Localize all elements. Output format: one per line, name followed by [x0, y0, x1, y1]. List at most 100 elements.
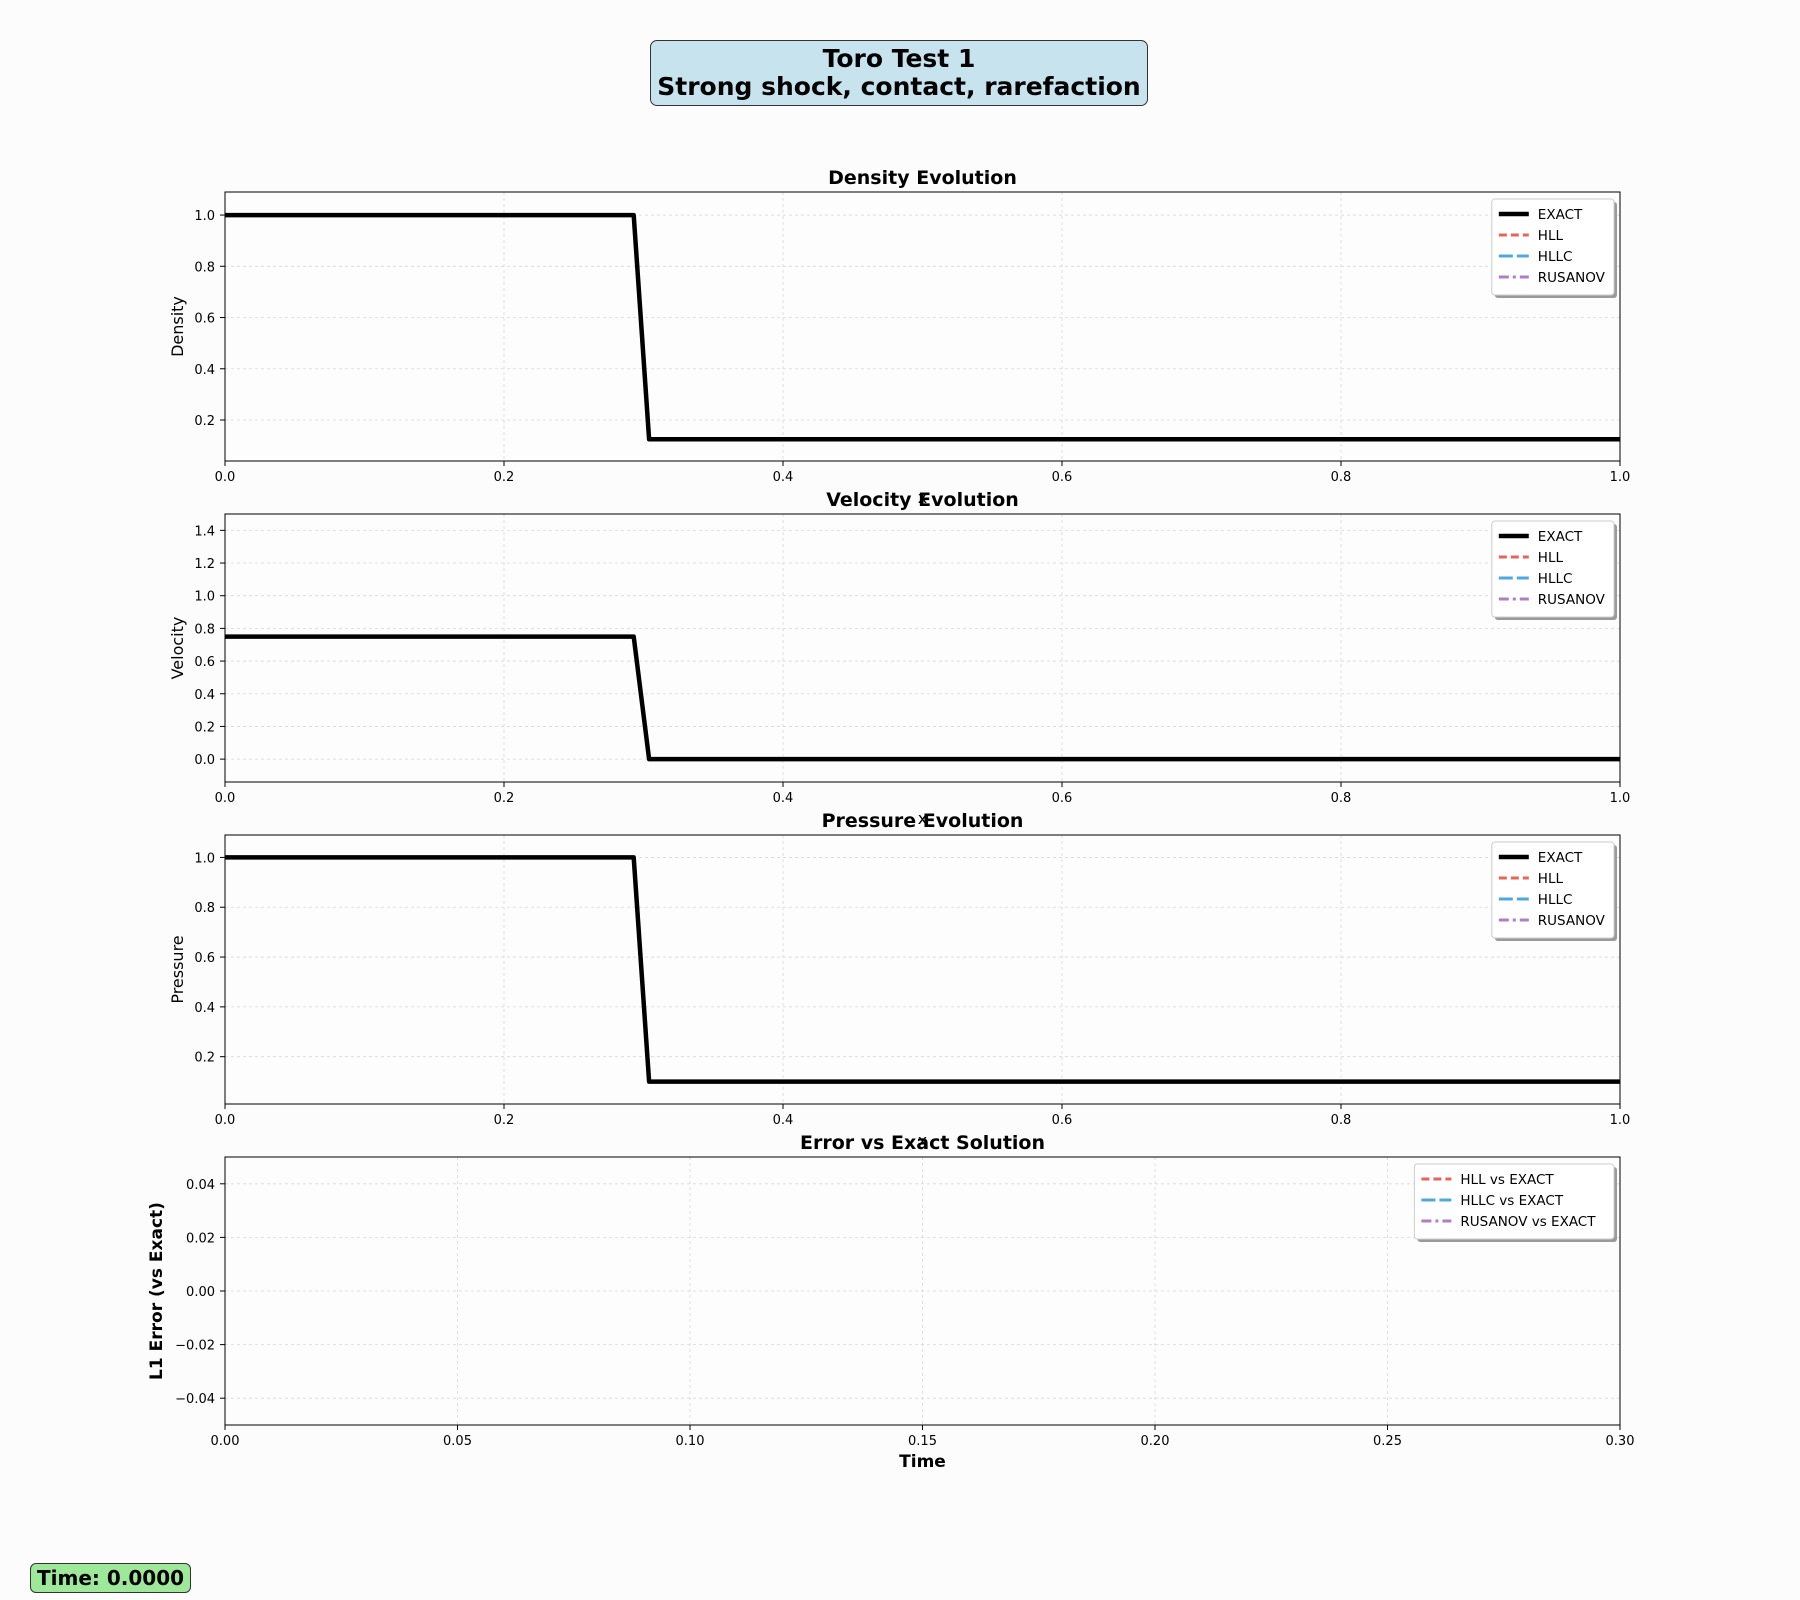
- plot-area-pressure: [225, 835, 1620, 1104]
- x-tick-label: 0.00: [211, 1434, 240, 1449]
- x-tick-label: 0.8: [1331, 470, 1352, 485]
- x-tick-label: 0.0: [215, 791, 236, 806]
- legend-label-hllc: HLLC: [1538, 249, 1573, 265]
- y-tick-label: 0.2: [194, 1051, 215, 1066]
- axes-frame: [224, 513, 1621, 783]
- panel-pressure: 0.0 0.2 0.4 0.6 0.8 1.00.20.40.60.81.0xPressu…: [168, 810, 1630, 1150]
- y-axis-label: Velocity: [168, 617, 187, 680]
- axes-frame: [224, 834, 1621, 1105]
- legend-label-hll: HLL: [1538, 871, 1564, 887]
- x-axis-label: x: [918, 809, 927, 828]
- y-tick-label: 1.0: [194, 851, 215, 866]
- x-tick-label: 0.4: [773, 791, 794, 806]
- y-tick-label: 0.8: [194, 622, 215, 637]
- x-tick-label: 0.30: [1606, 1434, 1635, 1449]
- legend-box: [1491, 520, 1615, 618]
- x-tick-label: 0.0: [215, 470, 236, 485]
- x-tick-label: 0.8: [1331, 791, 1352, 806]
- panel-title: Error vs Exact Solution: [800, 1132, 1045, 1154]
- y-axis-label: Density: [168, 296, 187, 357]
- legend-label-exact: EXACT: [1538, 850, 1583, 866]
- legend-label-hll: HLL: [1538, 228, 1564, 244]
- panel-title: Pressure Evolution: [822, 810, 1024, 832]
- x-tick-label: 1.0: [1610, 1113, 1631, 1128]
- x-tick-label: 0.20: [1141, 1434, 1170, 1449]
- y-tick-label: 0.0: [194, 753, 215, 768]
- x-tick-label: 0.25: [1373, 1434, 1402, 1449]
- y-axis-label: Pressure: [168, 935, 187, 1003]
- series-line-exact: [225, 212, 1620, 442]
- y-tick-label: −0.02: [175, 1339, 215, 1354]
- x-tick-label: 1.0: [1610, 791, 1631, 806]
- x-tick-label: 0.6: [1052, 791, 1073, 806]
- legend-label-rusanov: RUSANOV: [1538, 592, 1606, 608]
- x-axis-label: x: [918, 488, 927, 507]
- y-tick-label: 0.2: [194, 414, 215, 429]
- legend-box: [1491, 841, 1615, 939]
- x-tick-label: 0.2: [494, 1113, 515, 1128]
- figure-title-box: Toro Test 1 Strong shock, contact, raref…: [650, 40, 1148, 106]
- y-tick-label: 0.4: [194, 1001, 215, 1016]
- legend: EXACT HLL HLLC RUSANOV: [1491, 198, 1617, 298]
- y-tick-label: 1.4: [194, 524, 215, 539]
- legend-label-exact: EXACT: [1538, 529, 1583, 545]
- legend-label-rusanov-vs-exact: RUSANOV vs EXACT: [1460, 1214, 1596, 1230]
- y-tick-label: 0.4: [194, 363, 215, 378]
- legend-label-hll-vs-exact: HLL vs EXACT: [1460, 1172, 1554, 1188]
- y-tick-label: 1.2: [194, 557, 215, 572]
- legend-label-hllc: HLLC: [1538, 892, 1573, 908]
- legend-label-hll: HLL: [1538, 550, 1564, 566]
- y-tick-label: 0.00: [186, 1285, 215, 1300]
- plot-area-density: [225, 192, 1620, 461]
- x-tick-label: 0.4: [773, 470, 794, 485]
- figure-title-line1: Toro Test 1: [822, 44, 976, 73]
- y-tick-label: 1.0: [194, 209, 215, 224]
- panel-velocity: 0.0 0.2 0.4 0.6 0.8 1.0 0.0 0.2 0.4 0.6 0.8 1.0 1.2 1…: [168, 489, 1630, 828]
- x-tick-label: 0.8: [1331, 1113, 1352, 1128]
- axes-frame: [224, 191, 1621, 462]
- legend-box: [1413, 1163, 1615, 1240]
- x-tick-label: 0.0: [215, 1113, 236, 1128]
- figure-title-line2: Strong shock, contact, rarefaction: [657, 72, 1141, 101]
- y-tick-label: 0.6: [194, 655, 215, 670]
- y-tick-label: 0.8: [194, 901, 215, 916]
- x-axis-label: x: [918, 1131, 927, 1150]
- legend-label-rusanov: RUSANOV: [1538, 913, 1606, 929]
- y-tick-label: −0.04: [175, 1392, 215, 1407]
- x-tick-label: 0.6: [1052, 1113, 1073, 1128]
- series-line-exact: [225, 855, 1620, 1084]
- legend-label-hllc-vs-exact: HLLC vs EXACT: [1460, 1193, 1563, 1209]
- y-tick-label: 1.0: [194, 590, 215, 605]
- legend: EXACT HLL HLLC RUSANOV: [1491, 520, 1617, 620]
- y-tick-label: 0.6: [194, 312, 215, 327]
- x-axis-label: Time: [899, 1452, 946, 1472]
- panel-l1-error-vs-exact: 0.00 0.05 0.10 0.15 0.20 0.25 0.30 −0.04 −0.02 0.…: [147, 1132, 1634, 1472]
- x-tick-label: 0.4: [773, 1113, 794, 1128]
- legend: HLL vs EXACT HLLC vs EXACT RUSANOV vs EXAC…: [1413, 1163, 1617, 1242]
- x-tick-label: 0.6: [1052, 470, 1073, 485]
- x-tick-label: 0.2: [494, 470, 515, 485]
- legend: EXACT HLL HLLC RUSANOV: [1491, 841, 1617, 941]
- y-tick-label: 0.04: [186, 1178, 215, 1193]
- x-tick-label: 0.15: [908, 1434, 937, 1449]
- y-tick-label: 0.6: [194, 951, 215, 966]
- series-line-exact: [225, 634, 1620, 762]
- panel-title: Density Evolution: [828, 167, 1017, 189]
- x-tick-label: 0.10: [676, 1434, 705, 1449]
- y-tick-label: 0.02: [186, 1231, 215, 1246]
- time-readout: Time: 0.0000: [30, 1563, 192, 1593]
- y-tick-label: 0.4: [194, 688, 215, 703]
- y-tick-label: 0.8: [194, 260, 215, 275]
- plot-area-velocity: [225, 514, 1620, 782]
- x-tick-label: 0.2: [494, 791, 515, 806]
- panel-density: 0.0 0.2 0.4 0.6 0.8 1.0 0.2 0.4 0.6 0.8 1.0 x Densit…: [168, 167, 1630, 507]
- x-tick-label: 0.05: [443, 1434, 472, 1449]
- y-tick-label: 0.2: [194, 720, 215, 735]
- legend-label-exact: EXACT: [1538, 207, 1583, 223]
- panel-title: Velocity Evolution: [826, 489, 1019, 511]
- y-axis-label: L1 Error (vs Exact): [147, 1202, 167, 1380]
- legend-label-rusanov: RUSANOV: [1538, 270, 1606, 286]
- legend-box: [1491, 198, 1615, 296]
- legend-label-hllc: HLLC: [1538, 571, 1573, 587]
